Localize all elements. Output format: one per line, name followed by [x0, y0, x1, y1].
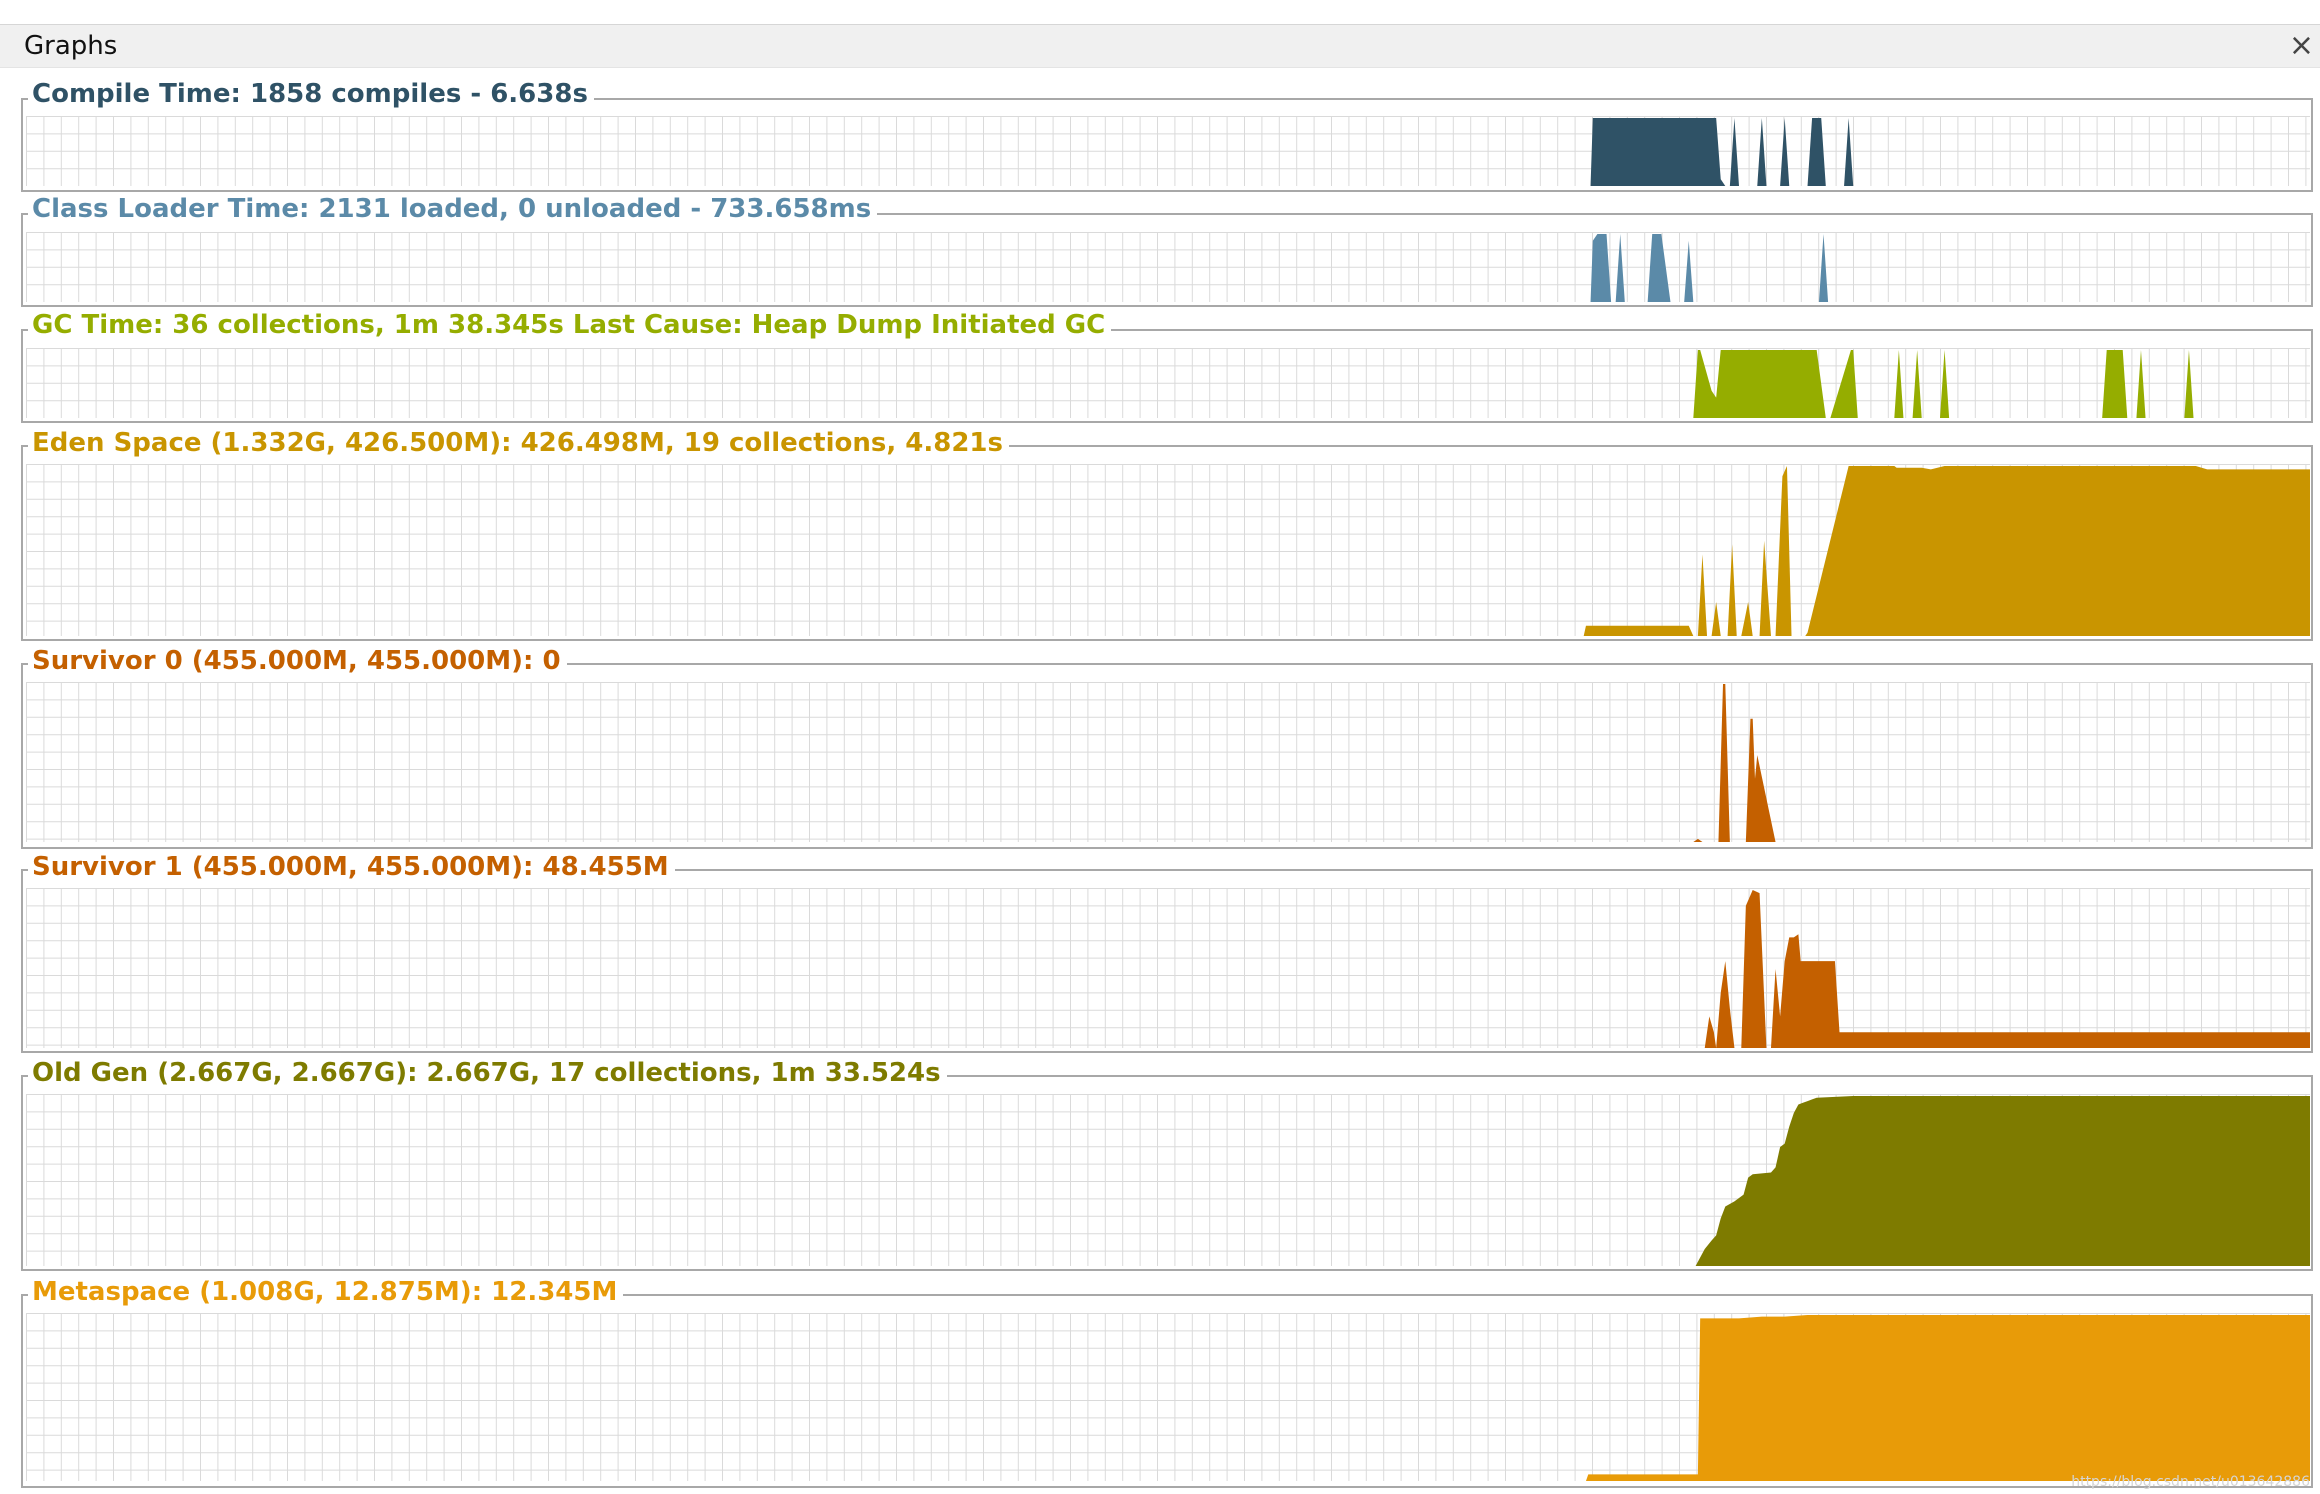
- class-loader-time-plot: [26, 232, 2310, 302]
- watermark-text: https://blog.csdn.net/u013642886: [2071, 1474, 2310, 1490]
- series-area: [26, 234, 2310, 302]
- graphs-tab-header: Graphs ×: [0, 24, 2320, 68]
- survivor-0-title: Survivor 0 (455.000M, 455.000M): 0: [28, 646, 567, 676]
- old-gen-plot: [26, 1094, 2310, 1266]
- close-icon[interactable]: ×: [2288, 28, 2314, 63]
- grid-lines: [26, 116, 2310, 186]
- eden-space-panel-frame: [21, 445, 2313, 641]
- gc-time-panel-frame: [21, 329, 2313, 423]
- gc-time-chart: [26, 348, 2310, 418]
- compile-time-plot: [26, 116, 2310, 186]
- grid-lines: [26, 888, 2310, 1048]
- gc-time-title: GC Time: 36 collections, 1m 38.345s Last…: [28, 310, 1112, 340]
- survivor-1-plot: [26, 888, 2310, 1048]
- old-gen-panel-frame: [21, 1075, 2313, 1271]
- top-blank-bar: [0, 0, 2320, 24]
- survivor-0-panel-frame: [21, 663, 2313, 849]
- metaspace-title: Metaspace (1.008G, 12.875M): 12.345M: [28, 1277, 624, 1307]
- class-loader-time-chart: [26, 232, 2310, 302]
- series-area: [26, 684, 2310, 842]
- class-loader-time-title: Class Loader Time: 2131 loaded, 0 unload…: [28, 194, 878, 224]
- gc-time-plot: [26, 348, 2310, 418]
- series-area: [26, 118, 2310, 186]
- series-area: [26, 1096, 2310, 1266]
- compile-time-panel-frame: [21, 98, 2313, 192]
- series-area: [26, 466, 2310, 636]
- metaspace-plot: [26, 1313, 2310, 1481]
- compile-time-chart: [26, 116, 2310, 186]
- grid-lines: [26, 348, 2310, 418]
- survivor-1-chart: [26, 888, 2310, 1048]
- metaspace-chart: [26, 1313, 2310, 1481]
- eden-space-title: Eden Space (1.332G, 426.500M): 426.498M,…: [28, 428, 1010, 458]
- series-area: [26, 350, 2310, 418]
- series-area: [26, 890, 2310, 1048]
- class-loader-time-panel-frame: [21, 213, 2313, 307]
- series-area: [26, 1315, 2310, 1481]
- survivor-1-title: Survivor 1 (455.000M, 455.000M): 48.455M: [28, 852, 675, 882]
- grid-lines: [26, 682, 2310, 842]
- eden-space-plot: [26, 464, 2310, 636]
- old-gen-title: Old Gen (2.667G, 2.667G): 2.667G, 17 col…: [28, 1058, 947, 1088]
- survivor-0-plot: [26, 682, 2310, 842]
- metaspace-panel-frame: [21, 1294, 2313, 1488]
- old-gen-chart: [26, 1094, 2310, 1266]
- survivor-0-chart: [26, 682, 2310, 842]
- compile-time-title: Compile Time: 1858 compiles - 6.638s: [28, 79, 594, 109]
- survivor-1-panel-frame: [21, 869, 2313, 1053]
- grid-lines: [26, 232, 2310, 302]
- graphs-tab-title: Graphs: [24, 31, 118, 61]
- eden-space-chart: [26, 464, 2310, 636]
